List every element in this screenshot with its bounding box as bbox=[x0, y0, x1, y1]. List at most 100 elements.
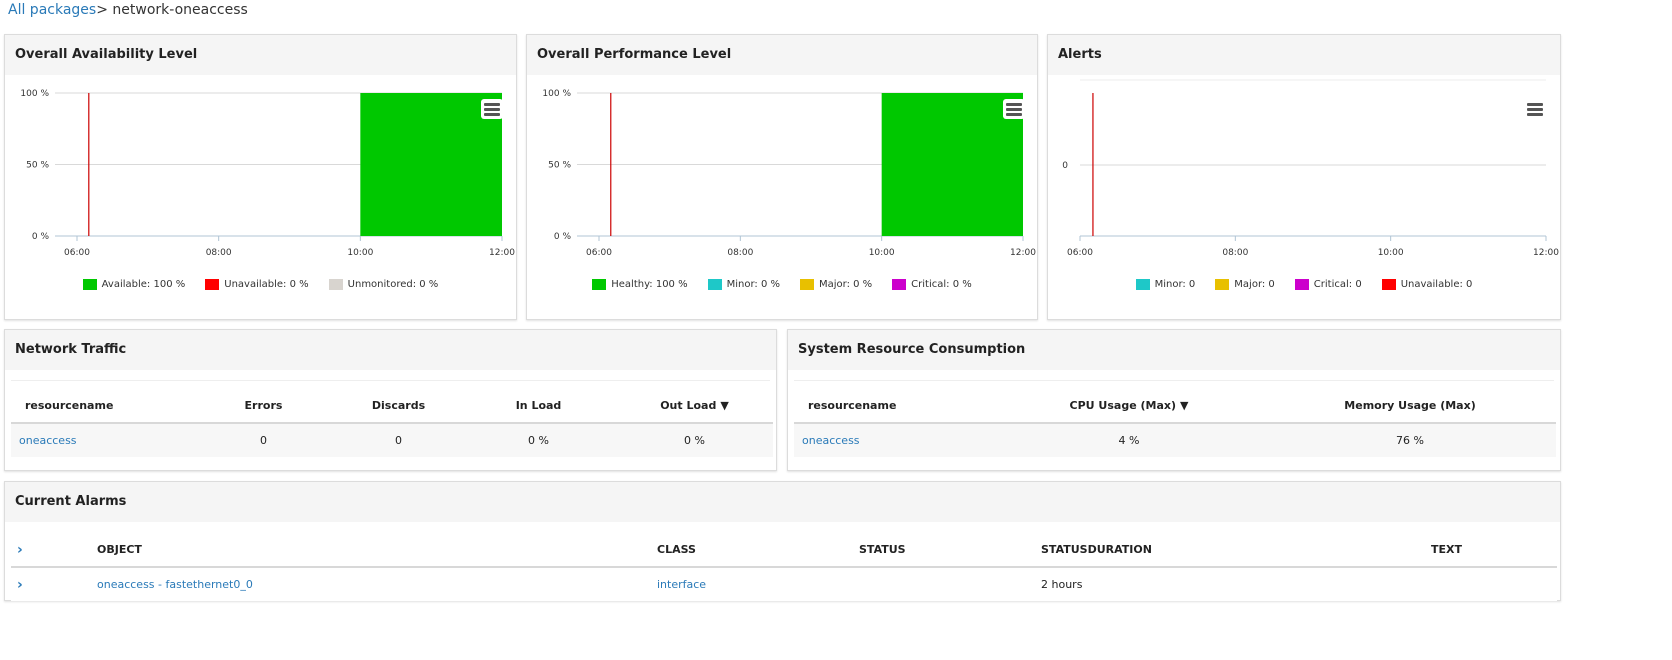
system-resource-panel-title: System Resource Consumption bbox=[788, 330, 1560, 370]
legend-item[interactable]: Unavailable: 0 % bbox=[205, 279, 309, 290]
availability-chart: 0 % 50 % 100 % 06:00 08:00 10:00 12:00 bbox=[20, 89, 515, 258]
network-traffic-panel: Network Traffic resourcename Errors Disc… bbox=[4, 329, 777, 471]
performance-panel: Overall Performance Level 0 % 50 % 100 % 06… bbox=[526, 34, 1038, 320]
performance-panel-title: Overall Performance Level bbox=[527, 35, 1037, 75]
y-tick-label: 100 % bbox=[20, 89, 49, 99]
column-resourcename[interactable]: resourcename bbox=[808, 399, 897, 412]
column-out-load-label: Out Load bbox=[660, 399, 717, 412]
legend-item[interactable]: Unmonitored: 0 % bbox=[328, 279, 438, 290]
legend-label: Major: 0 % bbox=[818, 279, 873, 290]
status-cell bbox=[851, 567, 1033, 601]
memory-usage-cell: 76 % bbox=[1396, 434, 1424, 447]
y-tick-label: 0 % bbox=[554, 232, 572, 242]
breadcrumb-separator: > bbox=[96, 2, 108, 18]
legend-label: Minor: 0 bbox=[1154, 279, 1196, 290]
column-class[interactable]: CLASS bbox=[657, 543, 696, 556]
x-tick-label: 12:00 bbox=[1533, 248, 1559, 258]
breadcrumb-current: network-oneaccess bbox=[112, 2, 248, 18]
performance-chart-menu-icon[interactable] bbox=[1003, 99, 1025, 119]
alerts-chart-menu-icon[interactable] bbox=[1524, 99, 1546, 119]
x-tick-label: 10:00 bbox=[347, 248, 373, 258]
out-load-cell: 0 % bbox=[684, 434, 705, 447]
current-alarms-panel: Current Alarms › OBJECT CLASS STATUS STA… bbox=[4, 481, 1561, 601]
column-memory-usage[interactable]: Memory Usage (Max) bbox=[1344, 399, 1476, 412]
network-traffic-panel-title: Network Traffic bbox=[5, 330, 776, 370]
current-alarms-table: › OBJECT CLASS STATUS STATUSDURATION TEX… bbox=[11, 533, 1557, 601]
legend-swatch bbox=[1135, 279, 1150, 290]
column-in-load[interactable]: In Load bbox=[515, 399, 562, 412]
y-tick-label: 0 % bbox=[32, 232, 50, 242]
column-statusduration[interactable]: STATUSDURATION bbox=[1041, 543, 1152, 556]
availability-panel: Overall Availability Level 0 % 50 % 100 % 0… bbox=[4, 34, 517, 320]
legend-item[interactable]: Minor: 0 bbox=[1135, 279, 1196, 290]
x-tick-label: 12:00 bbox=[1010, 248, 1036, 258]
availability-legend: Available: 100 % Unavailable: 0 % Unmonito… bbox=[5, 279, 516, 290]
x-tick-label: 06:00 bbox=[586, 248, 612, 258]
column-out-load[interactable]: Out Load ▼ bbox=[616, 389, 773, 423]
in-load-cell: 0 % bbox=[528, 434, 549, 447]
legend-label: Unavailable: 0 % bbox=[224, 279, 309, 290]
chevron-right-icon[interactable]: › bbox=[17, 576, 23, 593]
legend-label: Available: 100 % bbox=[101, 279, 186, 290]
column-errors[interactable]: Errors bbox=[244, 399, 283, 412]
x-tick-label: 12:00 bbox=[489, 248, 515, 258]
legend-swatch bbox=[592, 279, 607, 290]
x-tick-label: 08:00 bbox=[1222, 248, 1248, 258]
availability-chart-menu-icon[interactable] bbox=[481, 99, 503, 119]
sort-desc-icon: ▼ bbox=[720, 399, 729, 412]
series-area bbox=[881, 93, 1023, 236]
resource-link[interactable]: oneaccess bbox=[802, 434, 860, 447]
legend-swatch bbox=[799, 279, 814, 290]
alerts-legend: Minor: 0 Major: 0 Critical: 0 Unavailable: … bbox=[1048, 279, 1560, 290]
legend-item[interactable]: Major: 0 bbox=[1215, 279, 1275, 290]
alerts-panel: Alerts 0 06:00 08:00 10:00 12:00 Minor: 0 Maj… bbox=[1047, 34, 1561, 320]
errors-cell: 0 bbox=[260, 434, 267, 447]
performance-legend: Healthy: 100 % Minor: 0 % Major: 0 % Critic… bbox=[527, 279, 1037, 290]
resource-link[interactable]: oneaccess bbox=[19, 434, 77, 447]
legend-item[interactable]: Major: 0 % bbox=[799, 279, 873, 290]
column-status[interactable]: STATUS bbox=[859, 543, 906, 556]
legend-label: Major: 0 bbox=[1234, 279, 1275, 290]
expand-all-cell: › bbox=[11, 533, 89, 567]
legend-label: Unavailable: 0 bbox=[1400, 279, 1473, 290]
chevron-right-icon[interactable]: › bbox=[17, 541, 23, 558]
system-resource-table: resourcename CPU Usage (Max) ▼ Memory Usa… bbox=[794, 389, 1556, 457]
text-cell bbox=[1423, 567, 1557, 601]
x-tick-label: 06:00 bbox=[64, 248, 90, 258]
y-tick-label: 50 % bbox=[548, 161, 571, 171]
performance-chart: 0 % 50 % 100 % 06:00 08:00 10:00 12:00 bbox=[542, 89, 1036, 258]
legend-swatch bbox=[1294, 279, 1309, 290]
column-object[interactable]: OBJECT bbox=[97, 543, 142, 556]
legend-item[interactable]: Minor: 0 % bbox=[707, 279, 780, 290]
legend-swatch bbox=[892, 279, 907, 290]
column-cpu-usage[interactable]: CPU Usage (Max) ▼ bbox=[994, 389, 1264, 423]
legend-label: Minor: 0 % bbox=[726, 279, 780, 290]
legend-item[interactable]: Critical: 0 % bbox=[892, 279, 972, 290]
breadcrumb-all-packages-link[interactable]: All packages bbox=[8, 2, 97, 18]
legend-label: Critical: 0 bbox=[1313, 279, 1362, 290]
alerts-chart: 0 06:00 08:00 10:00 12:00 bbox=[1062, 79, 1559, 258]
network-traffic-table: resourcename Errors Discards In Load Out… bbox=[11, 389, 773, 457]
legend-item[interactable]: Unavailable: 0 bbox=[1381, 279, 1473, 290]
statusduration-cell: 2 hours bbox=[1033, 567, 1423, 601]
availability-panel-title: Overall Availability Level bbox=[5, 35, 516, 75]
current-alarms-panel-title: Current Alarms bbox=[5, 482, 1560, 522]
series-area bbox=[360, 93, 502, 236]
column-text[interactable]: TEXT bbox=[1431, 543, 1463, 556]
legend-item[interactable]: Healthy: 100 % bbox=[592, 279, 688, 290]
class-link[interactable]: interface bbox=[657, 578, 707, 591]
legend-swatch bbox=[205, 279, 220, 290]
legend-swatch bbox=[328, 279, 343, 290]
expand-cell: › bbox=[11, 567, 89, 601]
legend-item[interactable]: Available: 100 % bbox=[82, 279, 186, 290]
object-link[interactable]: oneaccess - fastethernet0_0 bbox=[97, 578, 253, 591]
x-tick-label: 08:00 bbox=[727, 248, 753, 258]
legend-label: Critical: 0 % bbox=[911, 279, 972, 290]
legend-item[interactable]: Critical: 0 bbox=[1294, 279, 1362, 290]
column-discards[interactable]: Discards bbox=[371, 399, 426, 412]
legend-label: Healthy: 100 % bbox=[611, 279, 688, 290]
y-tick-label: 100 % bbox=[542, 89, 571, 99]
discards-cell: 0 bbox=[395, 434, 402, 447]
column-resourcename[interactable]: resourcename bbox=[25, 399, 114, 412]
x-tick-label: 06:00 bbox=[1067, 248, 1093, 258]
